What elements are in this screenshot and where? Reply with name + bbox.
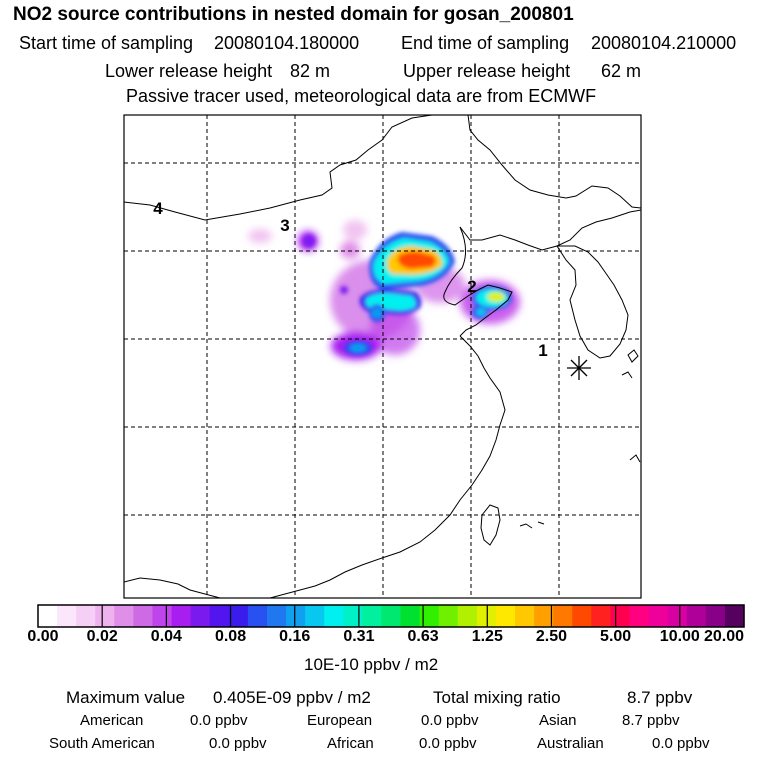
colorbar-tick-label: 0.04: [150, 628, 182, 645]
colorbar-cell: [76, 605, 96, 627]
colorbar-unit: 10E-10 ppbv / m2: [304, 655, 439, 674]
colorbar-cell: [495, 605, 516, 627]
colorbar-cell: [38, 605, 58, 627]
european-label: European: [307, 712, 373, 729]
colorbar-cell: [190, 605, 211, 627]
colorbar-tick-label: 2.50: [535, 628, 568, 645]
colorbar-cell: [343, 605, 363, 627]
colorbar-tick-label: 10.00: [659, 628, 700, 645]
map-frame: [123, 114, 642, 599]
point-label-3: 3: [280, 216, 289, 235]
colorbar-cell: [305, 605, 325, 627]
total-mixing-label: Total mixing ratio: [433, 688, 561, 707]
colorbar-tick-label: 0.02: [86, 628, 118, 645]
colorbar-tick-label: 0.63: [407, 628, 439, 645]
colorbar-cell: [553, 605, 573, 627]
colorbar-cell: [266, 605, 287, 627]
asian-label: Asian: [539, 712, 577, 729]
colorbar-cell: [591, 605, 612, 627]
colorbar-cell: [648, 605, 669, 627]
lower-height-value: 82 m: [290, 61, 331, 81]
colorbar-cell: [515, 605, 535, 627]
colorbar-cell: [610, 605, 631, 627]
total-mixing-value: 8.7 ppbv: [627, 688, 693, 707]
american-label: American: [80, 712, 144, 729]
colorbar-cell: [572, 605, 592, 627]
colorbar-cell: [400, 605, 421, 627]
lower-height-label: Lower release height: [105, 61, 273, 81]
upper-height-value: 62 m: [601, 61, 642, 81]
colorbar-tick-label: 0.16: [279, 628, 311, 645]
colorbar-tick-label: 0.31: [343, 628, 375, 645]
point-label-2: 2: [467, 277, 476, 296]
colorbar-cell: [286, 605, 306, 627]
colorbar-cell: [438, 605, 459, 627]
colorbar-cell: [419, 605, 440, 627]
colorbar-cell: [667, 605, 688, 627]
african-value: 0.0 ppbv: [419, 735, 477, 752]
max-value-label: Maximum value: [66, 688, 186, 707]
colorbar-tick-label: 20.00: [703, 628, 745, 645]
graticule: [124, 115, 641, 598]
colorbar-tick-label: 1.25: [471, 628, 503, 645]
colorbar-cell: [228, 605, 249, 627]
asian-value: 8.7 ppbv: [622, 712, 680, 729]
start-time-value: 20080104.180000: [214, 33, 360, 53]
south-american-value: 0.0 ppbv: [209, 735, 267, 752]
colorbar-cell: [133, 605, 154, 627]
colorbar-cell: [247, 605, 268, 627]
european-value: 0.0 ppbv: [421, 712, 479, 729]
colorbar-frame: [37, 604, 745, 628]
tracer-note: Passive tracer used, meteorological data…: [126, 86, 597, 106]
coastlines: [124, 115, 641, 598]
australian-label: Australian: [537, 735, 604, 752]
colorbar-cell: [95, 605, 115, 627]
colorbar-cell: [381, 605, 402, 627]
colorbar-cell: [534, 605, 554, 627]
point-label-1: 1: [538, 341, 547, 360]
colorbar-tick-label: 5.00: [600, 628, 632, 645]
colorbar-cell: [57, 605, 77, 627]
colorbar-cell: [362, 605, 383, 627]
colorbar-tick-label: 0.08: [214, 628, 247, 645]
colorbar-cell: [114, 605, 135, 627]
upper-height-label: Upper release height: [403, 61, 571, 81]
max-value: 0.405E-09 ppbv / m2: [213, 688, 371, 707]
colorbar-cell: [209, 605, 230, 627]
page-title: NO2 source contributions in nested domai…: [13, 4, 574, 25]
point-label-4: 4: [153, 199, 163, 218]
colorbar-cell: [705, 605, 726, 627]
end-time-label: End time of sampling: [401, 33, 570, 53]
australian-value: 0.0 ppbv: [652, 735, 710, 752]
american-value: 0.0 ppbv: [190, 712, 248, 729]
end-time-value: 20080104.210000: [591, 33, 737, 53]
asterisk-icon: [567, 356, 591, 380]
colorbar-cell: [724, 605, 745, 627]
start-time-label: Start time of sampling: [19, 33, 194, 53]
colorbar-cell: [457, 605, 478, 627]
african-label: African: [327, 735, 374, 752]
colorbar-cell: [171, 605, 192, 627]
colorbar-cell: [324, 605, 344, 627]
colorbar-cell: [686, 605, 707, 627]
colorbar-cell: [629, 605, 650, 627]
colorbar-tick-label: 0.00: [27, 628, 59, 645]
south-american-label: South American: [49, 735, 155, 752]
colorbar-cell: [152, 605, 173, 627]
